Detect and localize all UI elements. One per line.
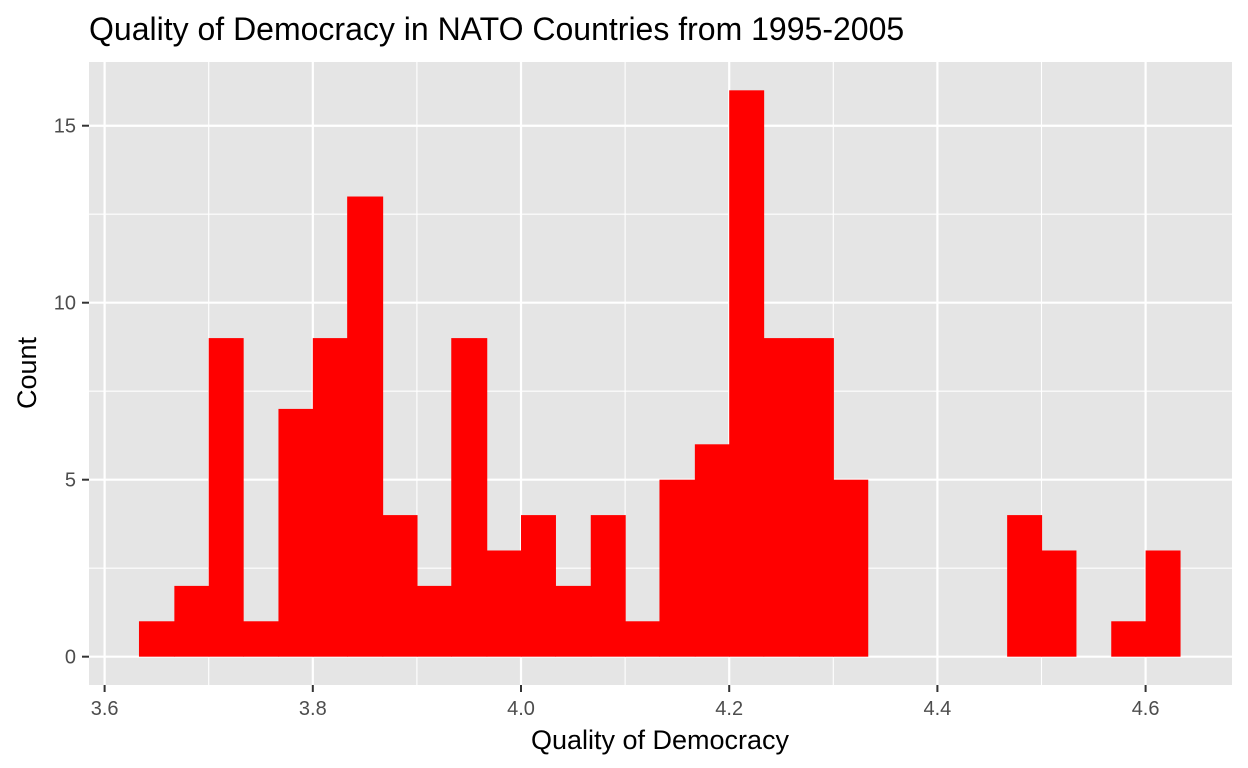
x-axis: 3.6 3.8 4.0 4.2 4.4 4.6	[91, 685, 1160, 720]
y-axis: 0 5 10 15	[54, 116, 89, 669]
histogram-bar	[1007, 515, 1043, 657]
histogram-bar	[1111, 621, 1147, 657]
histogram-bar	[798, 338, 834, 657]
histogram-bar	[416, 585, 452, 657]
histogram-bar	[1145, 550, 1181, 657]
histogram-bar	[278, 408, 314, 657]
x-tick-label: 4.2	[715, 698, 743, 720]
histogram-bar	[347, 196, 384, 657]
x-tick-label: 4.4	[923, 698, 951, 720]
histogram-bar	[451, 338, 488, 657]
histogram-bar	[590, 515, 626, 657]
histogram-bar	[138, 621, 175, 657]
histogram-bar	[625, 621, 661, 657]
histogram-bar	[555, 585, 592, 657]
y-tick-label: 0	[65, 647, 76, 669]
y-tick-label: 15	[54, 116, 76, 138]
y-tick-label: 10	[54, 293, 76, 315]
x-axis-title: Quality of Democracy	[531, 725, 790, 755]
histogram-bar	[243, 621, 280, 657]
histogram-bar	[174, 585, 210, 657]
histogram-bar	[312, 338, 348, 657]
histogram-bar	[763, 338, 800, 657]
histogram-bar	[694, 444, 730, 657]
histogram-bar	[208, 338, 244, 657]
histogram-bar	[659, 479, 696, 657]
histogram-bar	[833, 479, 869, 657]
histogram-bar	[1041, 550, 1077, 657]
histogram-bar	[486, 550, 522, 657]
y-tick-label: 5	[65, 470, 76, 492]
x-tick-label: 3.8	[299, 698, 327, 720]
histogram-bars	[138, 90, 1181, 657]
chart-title: Quality of Democracy in NATO Countries f…	[89, 11, 904, 47]
x-tick-label: 4.6	[1132, 698, 1160, 720]
histogram-bar	[729, 90, 765, 657]
x-tick-label: 4.0	[507, 698, 535, 720]
histogram-bar	[521, 515, 556, 657]
x-tick-label: 3.6	[91, 698, 119, 720]
y-axis-title: Count	[12, 336, 42, 409]
histogram-bar	[382, 515, 418, 657]
